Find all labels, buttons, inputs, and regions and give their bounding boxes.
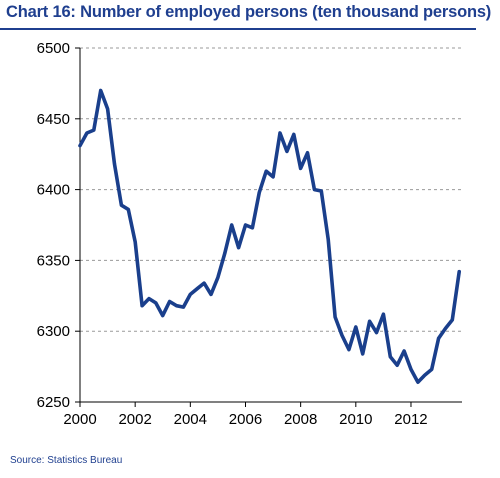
y-tick-label: 6250 (37, 394, 70, 411)
y-tick-label: 6450 (37, 111, 70, 128)
y-tick-label: 6350 (37, 252, 70, 269)
x-tick-label: 2004 (174, 411, 207, 428)
x-tick-label: 2012 (394, 411, 427, 428)
gridlines (80, 47, 462, 332)
source-note: Source: Statistics Bureau (10, 455, 123, 466)
y-tick-label: 6300 (37, 323, 70, 340)
x-tick-label: 2008 (284, 411, 317, 428)
y-tick-label: 6400 (37, 182, 70, 199)
series-layer (78, 88, 462, 385)
chart-title: Chart 16: Number of employed persons (te… (6, 3, 492, 21)
x-tick-label: 2000 (63, 411, 96, 428)
x-tick-label: 2002 (118, 411, 151, 428)
series-line-0 (78, 88, 462, 385)
x-tick-label: 2006 (229, 411, 262, 428)
axes (75, 47, 462, 407)
title-divider (0, 28, 476, 30)
y-tick-label: 6500 (37, 40, 70, 57)
tick-labels: 6250 6300 6350 6400 6450 6500 2000 2002 2004 2006… (37, 40, 428, 428)
x-tick-label: 2010 (339, 411, 372, 428)
